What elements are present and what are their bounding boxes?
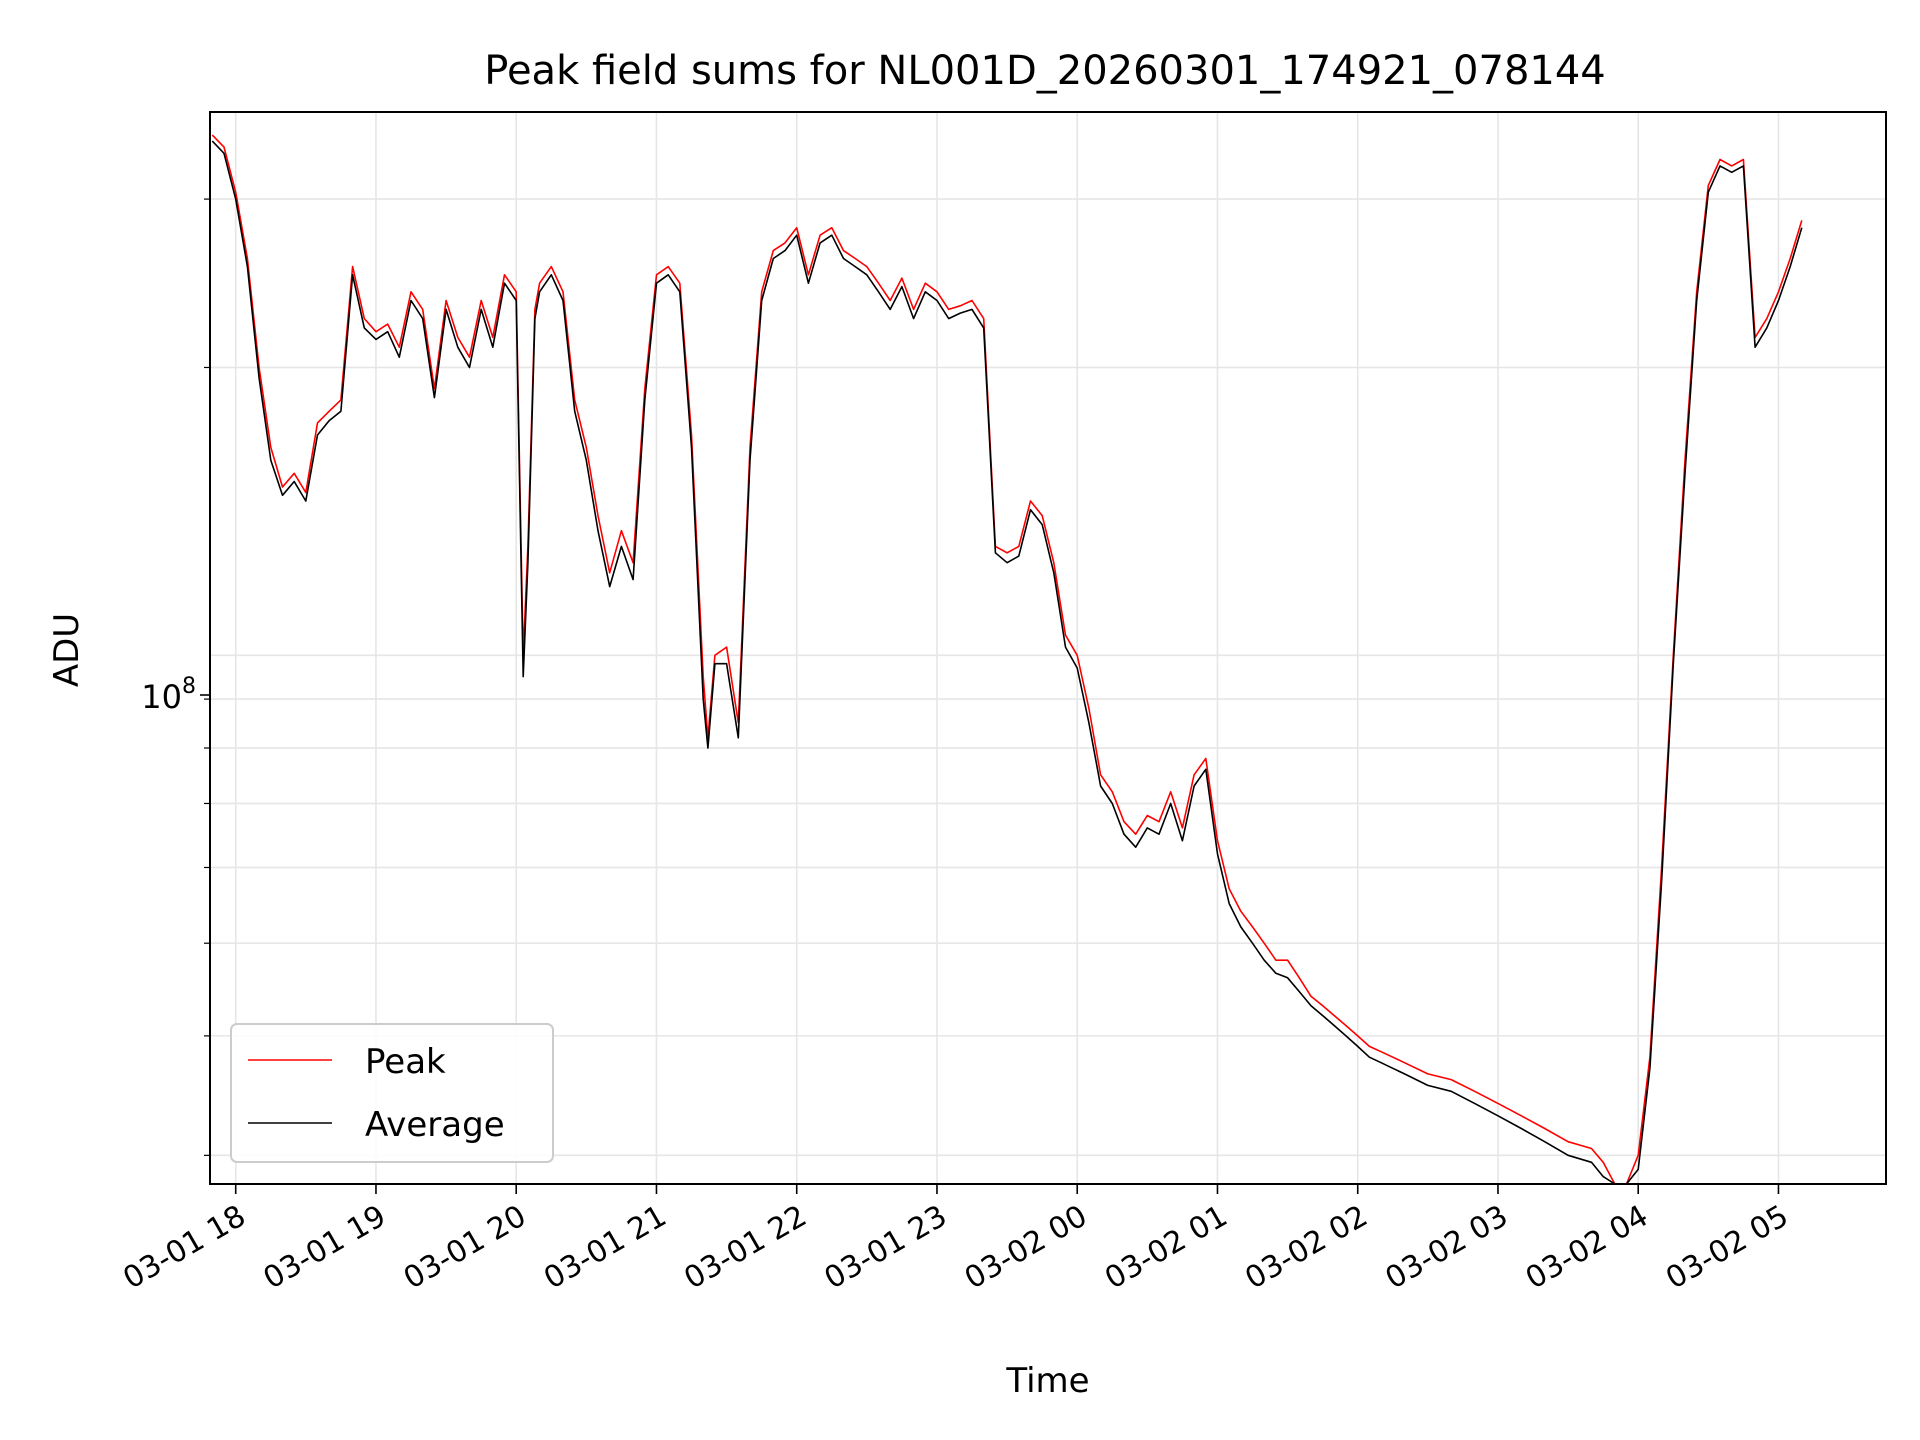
series-line-peak: [211, 134, 1803, 1185]
y-tick-base: 10: [141, 678, 182, 716]
y-tick-label-1e8: 108: [141, 674, 196, 716]
chart-title: Peak field sums for NL001D_20260301_1749…: [484, 48, 1605, 94]
y-tick-exponent: 8: [182, 674, 196, 699]
legend-label-peak: Peak: [365, 1042, 446, 1082]
x-axis-label: Time: [1005, 1361, 1089, 1401]
legend-box: [230, 1023, 554, 1163]
legend-label-average: Average: [365, 1105, 505, 1145]
y-axis: 108: [141, 198, 210, 1156]
y-axis-label: ADU: [47, 613, 87, 687]
plot-series: [211, 134, 1803, 1185]
plot-frame: [209, 111, 1887, 1185]
legend: Peak Average: [230, 1023, 554, 1163]
series-line-average: [211, 140, 1803, 1185]
